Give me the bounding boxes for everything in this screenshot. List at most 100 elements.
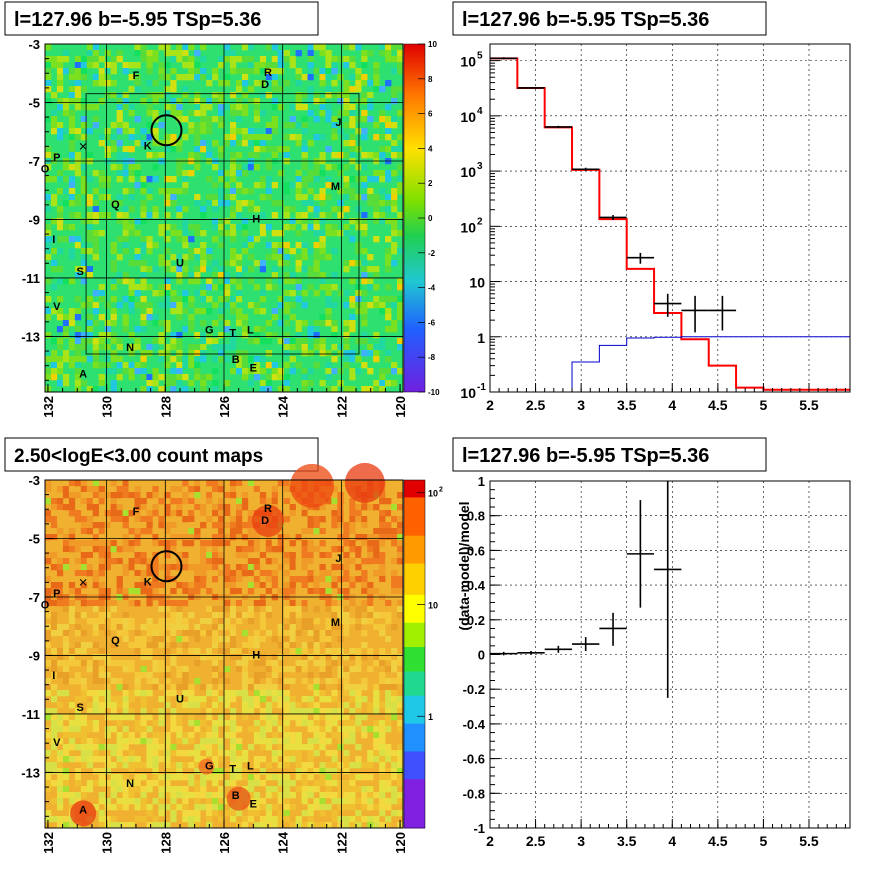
map-tl-pixel (224, 320, 231, 327)
map-bl-pixel (212, 534, 219, 541)
map-tl-pixel (385, 314, 392, 321)
map-tl-pixel (361, 230, 368, 237)
map-tl-pixel (200, 260, 207, 267)
map-tl-pixel (265, 92, 273, 99)
map-tl-pixel (110, 266, 117, 273)
map-tl-pixel (50, 266, 58, 273)
map-bl-pixel (128, 528, 135, 535)
map-bl-pixel (337, 762, 344, 769)
map-bl-pixel (68, 618, 76, 625)
map-tl-pixel (235, 368, 243, 375)
map-tl-pixel (86, 56, 94, 63)
map-bl-pixel (104, 540, 111, 547)
map-bl-pixel (373, 534, 380, 541)
map-bl-pixel (313, 684, 320, 691)
map-bl-pixel (194, 798, 201, 805)
map-bl-pixel (313, 528, 320, 535)
map-bl-pixel (391, 660, 398, 667)
map-tl-pixel (283, 296, 290, 303)
map-tl-pixel (104, 68, 111, 75)
map-bl-pixel (218, 630, 225, 637)
source-circle (150, 550, 183, 583)
map-bl-pixel (247, 654, 255, 661)
source-label: A (79, 368, 87, 380)
map-tl-pixel (343, 86, 350, 93)
map-tl-pixel (313, 44, 320, 51)
map-bl-pixel (104, 546, 111, 553)
map-bl-ytick-label: -5 (28, 531, 40, 546)
map-bl-pixel (110, 684, 117, 691)
map-tl-pixel (45, 356, 52, 363)
map-bl-pixel (56, 630, 64, 637)
map-bl-pixel (134, 540, 141, 547)
map-bl-pixel (212, 606, 219, 613)
map-bl-pixel (98, 540, 105, 547)
map-tl-pixel (182, 242, 189, 249)
map-tl-pixel (224, 344, 231, 351)
map-bl-pixel (152, 660, 159, 667)
map-tl-pixel (361, 194, 368, 201)
map-tl-pixel (253, 302, 261, 309)
map-bl-pixel (152, 492, 159, 499)
map-tl-pixel (235, 356, 243, 363)
map-bl-pixel (319, 582, 326, 589)
map-bl-pixel (295, 762, 302, 769)
map-bl-pixel (110, 510, 117, 517)
map-bl-pixel (110, 618, 117, 625)
map-tl-pixel (200, 338, 207, 345)
map-bl-pixel (241, 822, 249, 829)
source-label: S (77, 266, 84, 278)
map-bl-pixel (56, 780, 64, 787)
map-tl-pixel (170, 104, 177, 111)
map-bl-pixel (385, 522, 392, 529)
map-tl-pixel (212, 218, 219, 225)
map-tl-pixel (337, 92, 344, 99)
map-tl-pixel (194, 272, 201, 279)
map-bl-pixel (259, 552, 267, 559)
map-tl-pixel (45, 194, 52, 201)
map-bl-pixel (182, 732, 189, 739)
map-tl-pixel (110, 278, 117, 285)
map-tl-pixel (134, 134, 141, 141)
map-tl-pixel (50, 374, 58, 381)
map-bl-pixel (295, 660, 302, 667)
map-bl-pixel (247, 774, 255, 781)
map-bl-pixel (134, 642, 141, 649)
map-bl-pixel (80, 552, 88, 559)
map-bl-pixel (259, 798, 267, 805)
map-bl-pixel (373, 702, 380, 709)
map-bl-pixel (385, 636, 392, 643)
map-bl-pixel (373, 564, 380, 571)
map-bl-pixel (188, 612, 195, 619)
map-bl-pixel (367, 708, 374, 715)
map-bl-pixel (134, 738, 141, 745)
map-bl-pixel (128, 546, 135, 553)
map-tl-pixel (146, 56, 153, 63)
map-bl-pixel (265, 720, 273, 727)
map-bl-pixel (152, 750, 159, 757)
map-tl-pixel (140, 128, 147, 135)
map-bl-pixel (134, 576, 141, 583)
map-tl-pixel (385, 218, 392, 225)
map-bl-pixel (104, 816, 111, 823)
map-tl-pixel (164, 74, 171, 81)
map-bl-pixel (325, 498, 332, 505)
map-tl-pixel (164, 110, 171, 117)
map-bl-pixel (176, 732, 183, 739)
map-tl-pixel (200, 344, 207, 351)
map-bl-pixel (349, 516, 356, 523)
map-tl-pixel (271, 308, 278, 315)
map-bl-pixel (56, 750, 64, 757)
map-bl-pixel (283, 552, 290, 559)
map-tl-pixel (313, 92, 320, 99)
map-bl-pixel (379, 792, 386, 799)
map-bl-pixel (212, 618, 219, 625)
map-tl-pixel (349, 368, 356, 375)
map-bl-pixel (241, 690, 249, 697)
map-bl-pixel (200, 804, 207, 811)
map-bl-pixel (247, 492, 255, 499)
map-tl-pixel (92, 212, 99, 219)
map-bl-pixel (265, 714, 273, 721)
map-tl-pixel (92, 62, 99, 69)
map-tl-pixel (176, 374, 183, 381)
